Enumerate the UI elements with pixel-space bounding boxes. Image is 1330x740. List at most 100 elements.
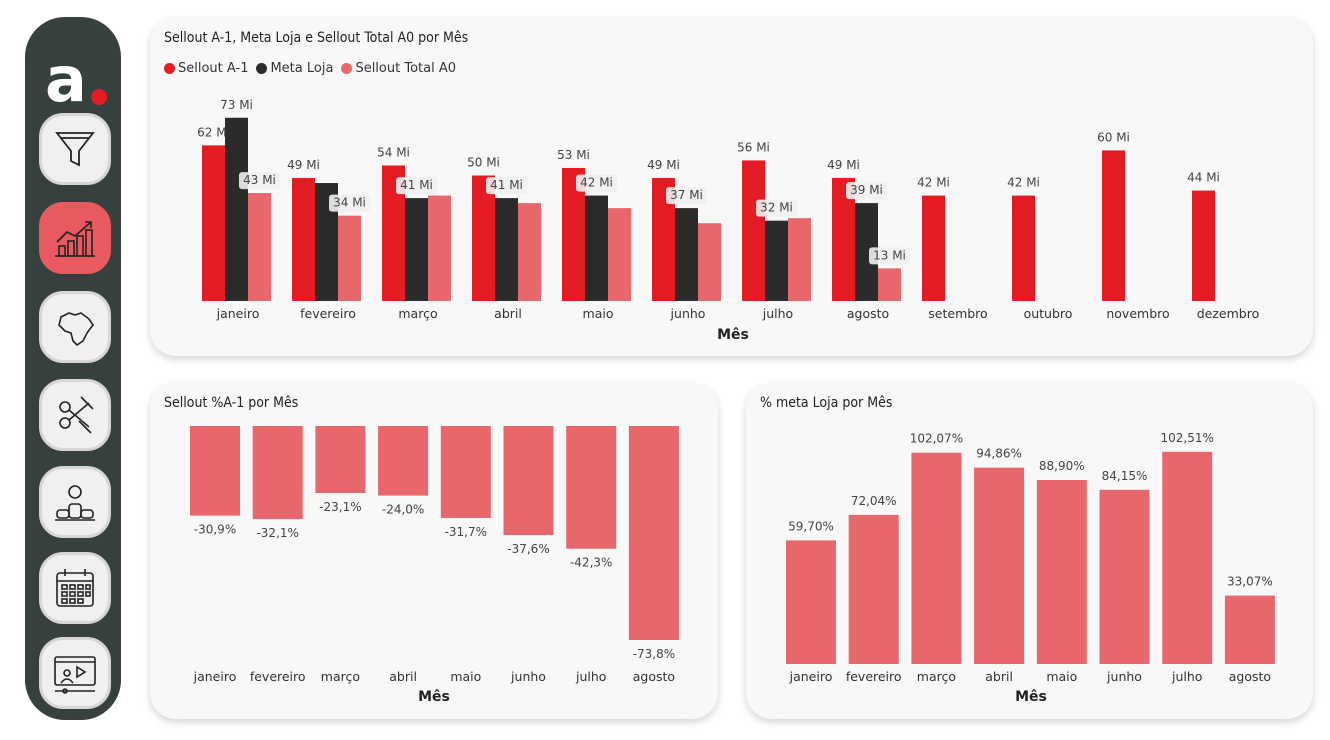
data-label: 59,70% xyxy=(788,519,834,533)
bar-fevereiro[interactable] xyxy=(252,426,303,520)
bar-junho[interactable] xyxy=(503,426,554,536)
bar-sellout-total-a0-março[interactable] xyxy=(428,195,451,301)
x-tick-label: dezembro xyxy=(1197,306,1260,321)
bar-janeiro[interactable] xyxy=(190,426,240,516)
bar-meta-loja-janeiro[interactable] xyxy=(225,117,248,302)
bar-sellout-a-1-setembro[interactable] xyxy=(922,195,945,301)
data-label: 37 Mi xyxy=(670,188,703,202)
legend-item-meta-loja[interactable]: Meta Loja xyxy=(256,61,333,76)
calendar-icon xyxy=(56,569,94,607)
bar-sellout-total-a0-abril[interactable] xyxy=(518,203,541,301)
data-label: 41 Mi xyxy=(490,178,523,192)
data-label: 13 Mi xyxy=(873,248,906,262)
sellout-meta-chart: 62 Mi 73 Mi 43 Mi janeiro 49 Mi 34 Mi fevereir… xyxy=(197,98,1260,343)
nav-sales-chart-button[interactable] xyxy=(39,202,111,274)
nav-tools-button[interactable] xyxy=(39,379,111,451)
chart-title: Sellout A-1, Meta Loja e Sellout Total A… xyxy=(164,30,469,46)
x-tick-label: julho xyxy=(762,306,793,321)
bar-meta-loja-março[interactable] xyxy=(405,198,428,301)
data-label: 50 Mi xyxy=(467,156,500,170)
x-axis-title: Mês xyxy=(418,689,450,705)
bar-sellout-a-1-fevereiro[interactable] xyxy=(292,178,315,301)
bar-meta-loja-fevereiro[interactable] xyxy=(315,183,338,301)
legend-item-sellout-a0[interactable]: Sellout Total A0 xyxy=(341,61,456,76)
bar-sellout-a-1-agosto[interactable] xyxy=(832,178,855,301)
bar-março[interactable] xyxy=(315,426,366,493)
bar-agosto[interactable] xyxy=(1224,595,1275,664)
data-label: 102,51% xyxy=(1161,431,1214,445)
meta-loja-pct-chart-card: % meta Loja por Mês 59,70% janeiro 72,04% f… xyxy=(746,383,1313,719)
nav-calendar-button[interactable] xyxy=(39,552,111,624)
data-label: -32,1% xyxy=(256,526,298,540)
x-tick-label: agosto xyxy=(1229,669,1271,684)
data-label-background xyxy=(486,177,527,195)
bar-sellout-a-1-dezembro[interactable] xyxy=(1192,190,1215,301)
bar-meta-loja-junho[interactable] xyxy=(675,208,698,301)
bar-sellout-a-1-janeiro[interactable] xyxy=(202,145,225,301)
data-label: 49 Mi xyxy=(647,158,680,172)
bar-sellout-total-a0-agosto[interactable] xyxy=(878,268,901,301)
data-label: 84,15% xyxy=(1102,469,1148,483)
legend-label: Sellout A-1 xyxy=(178,61,249,76)
bar-agosto[interactable] xyxy=(628,426,679,641)
bar-meta-loja-abril[interactable] xyxy=(495,198,518,301)
bar-fevereiro[interactable] xyxy=(848,514,899,664)
bar-junho[interactable] xyxy=(1099,489,1150,664)
x-tick-label: agosto xyxy=(633,669,675,684)
x-axis-title: Mês xyxy=(717,327,749,343)
x-tick-label: janeiro xyxy=(216,306,260,321)
nav-presentation-button[interactable] xyxy=(39,637,111,709)
x-tick-label: junho xyxy=(510,669,546,684)
data-label: -24,0% xyxy=(382,503,424,517)
legend-item-sellout-a1[interactable]: Sellout A-1 xyxy=(164,61,248,76)
data-label-background xyxy=(869,247,910,265)
bar-julho[interactable] xyxy=(566,426,617,549)
bar-sellout-total-a0-julho[interactable] xyxy=(788,218,811,301)
bar-julho[interactable] xyxy=(1162,451,1213,664)
meta-loja-pct-chart: 59,70% janeiro 72,04% fevereiro 102,07% março… xyxy=(786,431,1275,705)
nav-brazil-map-button[interactable] xyxy=(39,291,111,363)
bar-sellout-a-1-junho[interactable] xyxy=(652,178,675,301)
legend-label: Meta Loja xyxy=(270,61,334,76)
data-label: 102,07% xyxy=(910,432,963,446)
data-label-background xyxy=(756,199,797,217)
bar-abril[interactable] xyxy=(974,467,1025,664)
bar-janeiro[interactable] xyxy=(786,540,836,664)
bar-sellout-total-a0-junho[interactable] xyxy=(698,223,721,301)
bar-sellout-a-1-novembro[interactable] xyxy=(1102,150,1125,301)
bar-meta-loja-maio[interactable] xyxy=(585,195,608,301)
bar-meta-loja-julho[interactable] xyxy=(765,220,788,301)
bar-sellout-total-a0-fevereiro[interactable] xyxy=(338,215,361,301)
bar-abril[interactable] xyxy=(378,426,429,496)
x-tick-label: março xyxy=(398,306,437,321)
data-label: 73 Mi xyxy=(220,98,253,112)
legend-marker xyxy=(341,63,353,74)
x-tick-label: abril xyxy=(985,669,1013,684)
bar-sellout-a-1-março[interactable] xyxy=(382,165,405,301)
bar-sellout-total-a0-maio[interactable] xyxy=(608,208,631,301)
data-label: -30,9% xyxy=(194,523,236,537)
data-label-background xyxy=(666,187,707,205)
nav-filter-button[interactable] xyxy=(39,113,111,185)
x-tick-label: abril xyxy=(389,669,417,684)
data-label: 60 Mi xyxy=(1097,130,1130,144)
bar-maio[interactable] xyxy=(440,426,491,518)
bar-sellout-a-1-julho[interactable] xyxy=(742,160,765,301)
data-label: 49 Mi xyxy=(287,158,320,172)
x-tick-label: abril xyxy=(494,306,522,321)
brand-logo: a xyxy=(45,43,107,113)
x-tick-label: julho xyxy=(575,669,606,684)
bar-meta-loja-agosto[interactable] xyxy=(855,203,878,301)
bar-maio[interactable] xyxy=(1036,479,1087,664)
data-label: 42 Mi xyxy=(580,176,613,190)
legend-marker xyxy=(164,63,175,74)
x-tick-label: março xyxy=(321,669,360,684)
bar-sellout-a-1-maio[interactable] xyxy=(562,167,585,301)
bar-sellout-a-1-abril[interactable] xyxy=(472,175,495,302)
bar-março[interactable] xyxy=(911,452,962,664)
bar-sellout-a-1-outubro[interactable] xyxy=(1012,195,1035,301)
nav-ranking-button[interactable] xyxy=(39,466,111,538)
x-tick-label: junho xyxy=(1106,669,1142,684)
bar-sellout-total-a0-janeiro[interactable] xyxy=(248,193,271,301)
data-label: 44 Mi xyxy=(1187,171,1220,185)
